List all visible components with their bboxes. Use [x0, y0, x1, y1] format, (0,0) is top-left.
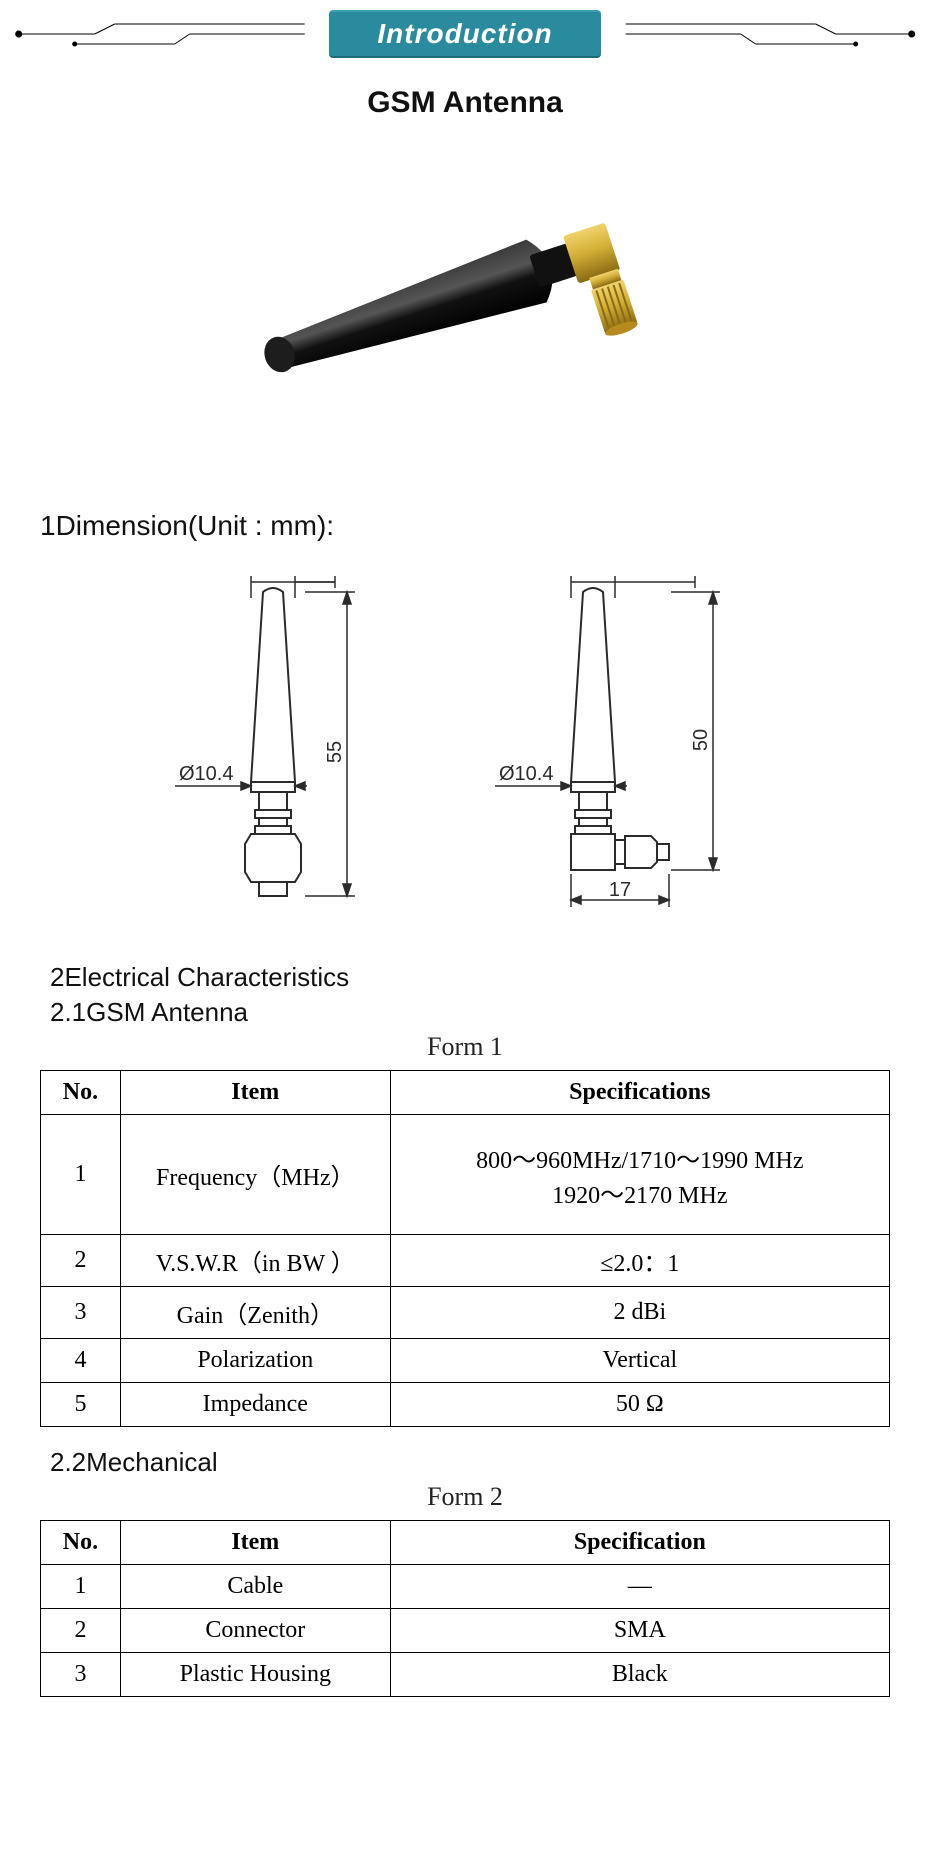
col-no-header: No. [41, 1071, 121, 1115]
cell-spec: SMA [390, 1609, 889, 1653]
drawings-row: 55 Ø10.4 [0, 562, 930, 922]
cell-no: 1 [41, 1115, 121, 1235]
cell-no: 3 [41, 1653, 121, 1697]
cell-item: Cable [120, 1565, 390, 1609]
cell-item: Plastic Housing [120, 1653, 390, 1697]
dim-diameter-left: Ø10.4 [179, 763, 233, 785]
table-row: 1Cable— [41, 1565, 890, 1609]
cell-item: Connector [120, 1609, 390, 1653]
circuit-deco-right [601, 19, 930, 49]
dim-height-55: 55 [324, 741, 346, 763]
table-row: 3Gain（Zenith）2 dBi [41, 1287, 890, 1339]
col-spec-header: Specifications [390, 1071, 889, 1115]
table-row: 1Frequency（MHz）800～960MHz/1710～1990 MHz1… [41, 1115, 890, 1235]
table-row: 2ConnectorSMA [41, 1609, 890, 1653]
dim-height-50: 50 [690, 729, 712, 751]
cell-item: Gain（Zenith） [120, 1287, 390, 1339]
col-spec-header: Specification [390, 1521, 889, 1565]
introduction-badge: Introduction [329, 10, 600, 58]
table-header-row: No. Item Specification [41, 1521, 890, 1565]
cell-spec: ≤2.0：1 [390, 1235, 889, 1287]
header-row: Introduction [0, 0, 930, 58]
dim-diameter-right: Ø10.4 [499, 763, 553, 785]
table-electrical: No. Item Specifications 1Frequency（MHz）8… [40, 1070, 890, 1427]
cell-no: 2 [41, 1235, 121, 1287]
section-dimension-heading: 1Dimension(Unit : mm): [40, 510, 930, 542]
col-item-header: Item [120, 1521, 390, 1565]
col-no-header: No. [41, 1521, 121, 1565]
cell-spec: 2 dBi [390, 1287, 889, 1339]
table-row: 3Plastic HousingBlack [41, 1653, 890, 1697]
table-header-row: No. Item Specifications [41, 1071, 890, 1115]
cell-spec: — [390, 1565, 889, 1609]
table-row: 2V.S.W.R（in BW ）≤2.0：1 [41, 1235, 890, 1287]
cell-spec: 800～960MHz/1710～1990 MHz1920～2170 MHz [390, 1115, 889, 1235]
cell-item: V.S.W.R（in BW ） [120, 1235, 390, 1287]
table-row: 5Impedance50 Ω [41, 1383, 890, 1427]
cell-spec: 50 Ω [390, 1383, 889, 1427]
col-item-header: Item [120, 1071, 390, 1115]
form2-caption: Form 2 [0, 1482, 930, 1512]
page-title: GSM Antenna [0, 86, 930, 120]
cell-spec: Vertical [390, 1339, 889, 1383]
dim-width-17: 17 [609, 879, 631, 901]
cell-no: 4 [41, 1339, 121, 1383]
table-mechanical: No. Item Specification 1Cable—2Connector… [40, 1520, 890, 1697]
section-mechanical-heading: 2.2Mechanical [50, 1447, 930, 1478]
section-gsm-heading: 2.1GSM Antenna [50, 997, 930, 1028]
product-photo [185, 150, 745, 470]
cell-no: 3 [41, 1287, 121, 1339]
cell-no: 1 [41, 1565, 121, 1609]
cell-item: Frequency（MHz） [120, 1115, 390, 1235]
form1-caption: Form 1 [0, 1032, 930, 1062]
cell-no: 2 [41, 1609, 121, 1653]
circuit-deco-left [0, 19, 329, 49]
drawing-right-angle: 50 Ø10.4 17 [475, 562, 775, 922]
cell-item: Impedance [120, 1383, 390, 1427]
cell-spec: Black [390, 1653, 889, 1697]
table-row: 4PolarizationVertical [41, 1339, 890, 1383]
drawing-straight: 55 Ø10.4 [155, 562, 415, 922]
cell-item: Polarization [120, 1339, 390, 1383]
section-electrical-heading: 2Electrical Characteristics [50, 962, 930, 993]
cell-no: 5 [41, 1383, 121, 1427]
